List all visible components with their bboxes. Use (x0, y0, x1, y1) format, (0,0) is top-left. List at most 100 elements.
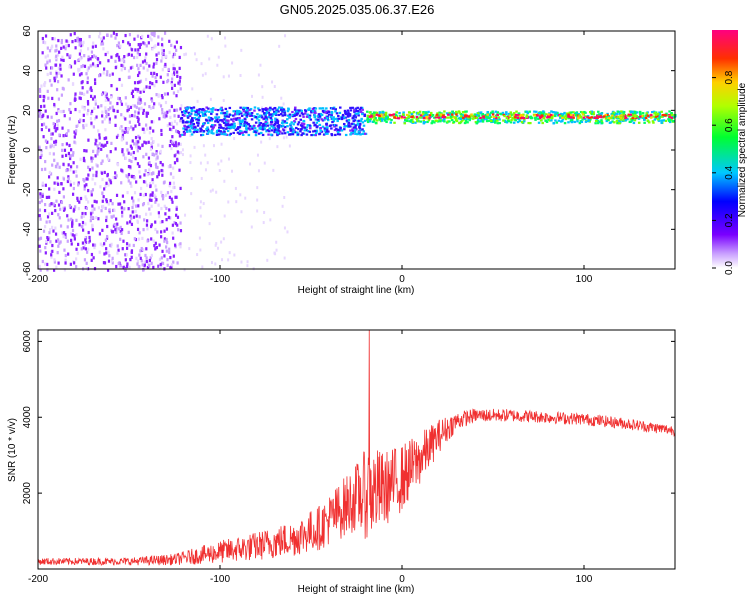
heatmap-cell (56, 251, 59, 255)
heatmap-cell (388, 113, 392, 117)
heatmap-cell (425, 115, 428, 119)
heatmap-cell (498, 121, 501, 125)
heatmap-cell (52, 268, 56, 272)
heatmap-cell (302, 125, 305, 128)
heatmap-cell (148, 64, 151, 68)
colorbar-tick-label: 0.2 (724, 213, 735, 227)
heatmap-cell (199, 200, 202, 204)
heatmap-cell (168, 195, 172, 200)
heatmap-cell (491, 110, 494, 113)
heatmap-cell (163, 229, 166, 233)
heatmap-cell (94, 44, 97, 48)
heatmap-cell (137, 111, 140, 115)
heatmap-cell (278, 44, 281, 48)
heatmap-cell (240, 130, 243, 133)
heatmap-cell (184, 121, 188, 124)
spectrogram-ylabel: Frequency (Hz) (7, 116, 18, 185)
heatmap-cell (605, 115, 609, 118)
heatmap-cell (85, 206, 88, 210)
heatmap-cell (114, 65, 117, 70)
heatmap-cell (110, 215, 114, 219)
heatmap-cell (224, 44, 227, 48)
heatmap-cell (326, 132, 329, 135)
heatmap-cell (196, 117, 200, 120)
heatmap-cell (184, 128, 187, 131)
heatmap-cell (329, 115, 333, 119)
heatmap-cell (286, 125, 289, 128)
heatmap-cell (427, 110, 430, 113)
heatmap-cell (156, 155, 159, 159)
heatmap-cell (164, 111, 167, 115)
heatmap-cell (190, 119, 194, 122)
heatmap-cell (139, 90, 142, 94)
heatmap-cell (44, 41, 47, 45)
heatmap-cell (256, 198, 259, 202)
heatmap-cell (509, 111, 513, 114)
heatmap-cell (161, 96, 164, 100)
heatmap-cell (174, 141, 177, 145)
heatmap-cell (293, 108, 297, 111)
heatmap-cell (103, 67, 106, 71)
heatmap-cell (176, 74, 179, 78)
heatmap-cell (158, 215, 161, 219)
heatmap-cell (161, 144, 164, 149)
heatmap-cell (83, 187, 86, 191)
heatmap-cell (90, 121, 93, 125)
heatmap-cell (145, 223, 149, 227)
heatmap-cell (293, 112, 297, 115)
heatmap-cell (464, 119, 468, 122)
heatmap-cell (167, 165, 170, 169)
heatmap-cell (261, 133, 265, 137)
heatmap-cell (362, 130, 365, 133)
heatmap-cell (81, 86, 84, 90)
heatmap-cell (160, 128, 163, 133)
heatmap-cell (193, 113, 197, 116)
heatmap-cell (99, 242, 102, 246)
heatmap-cell (93, 95, 96, 99)
heatmap-cell (176, 70, 179, 74)
heatmap-cell (101, 243, 104, 247)
heatmap-cell (322, 133, 326, 136)
heatmap-cell (131, 155, 135, 159)
heatmap-cell (100, 92, 104, 97)
heatmap-cell (405, 113, 409, 117)
heatmap-cell (148, 104, 151, 109)
heatmap-cell (397, 117, 400, 120)
heatmap-cell (46, 215, 50, 219)
heatmap-cell (244, 118, 247, 121)
heatmap-cell (153, 45, 156, 49)
heatmap-cell (84, 236, 87, 240)
heatmap-cell (426, 120, 429, 124)
heatmap-cell (63, 207, 66, 211)
heatmap-cell (458, 111, 461, 114)
heatmap-cell (88, 239, 92, 243)
heatmap-cell (327, 110, 331, 113)
heatmap-cell (227, 115, 231, 118)
heatmap-cell (259, 126, 262, 129)
heatmap-cell (51, 44, 54, 48)
heatmap-cell (194, 126, 197, 129)
heatmap-cell (482, 118, 486, 121)
heatmap-cell (165, 227, 169, 231)
heatmap-cell (205, 106, 208, 109)
heatmap-cell (233, 125, 237, 128)
heatmap-cell (574, 114, 578, 117)
heatmap-cell (523, 120, 526, 123)
heatmap-cell (443, 117, 446, 121)
heatmap-cell (145, 114, 148, 118)
heatmap-cell (210, 112, 213, 115)
heatmap-cell (153, 34, 156, 38)
heatmap-cell (121, 135, 124, 139)
heatmap-cell (296, 133, 300, 136)
heatmap-cell (97, 217, 100, 221)
heatmap-cell (658, 116, 661, 119)
heatmap-cell (277, 126, 281, 129)
heatmap-cell (330, 110, 334, 114)
heatmap-cell (52, 122, 55, 126)
heatmap-cell (137, 204, 140, 208)
heatmap-cell (82, 113, 85, 117)
heatmap-cell (523, 118, 526, 121)
heatmap-cell (73, 140, 76, 144)
heatmap-cell (45, 220, 48, 224)
figure-title: GN05.2025.035.06.37.E26 (280, 2, 435, 17)
